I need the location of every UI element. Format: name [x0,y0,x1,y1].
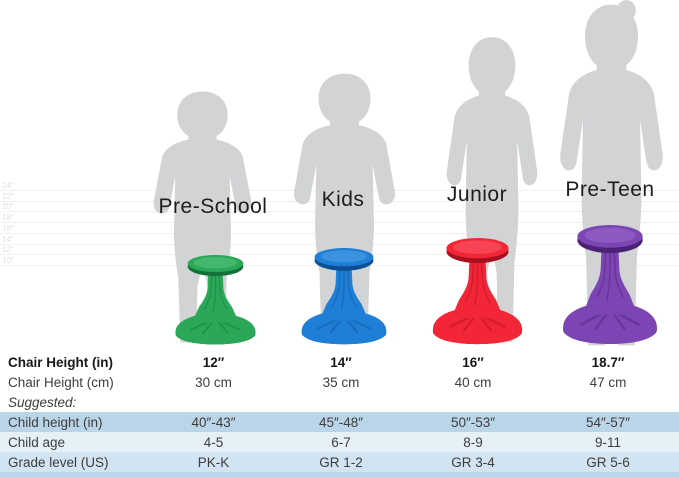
size-table: Chair Height (in) 12″ 14″ 16″ 18.7″ Chair Hei… [0,352,679,472]
cell-value: PK-K [197,454,230,470]
cell-value: 30 cm [195,374,232,390]
table-row: Suggested: [0,392,679,412]
row-label: Suggested: [8,394,77,410]
wobble-stool-junior-16in [432,238,523,345]
row-label: Child height (in) [8,414,103,430]
ruler-tick-label: 14″ [2,234,14,244]
ruler-tick-label: 16″ [2,223,14,233]
cell-value: 54″-57″ [585,414,631,430]
size-label-preschool: Pre-School [158,195,268,218]
child-silhouette-junior [446,37,538,342]
size-label-kids: Kids [321,188,365,211]
cell-value: 45″-48″ [318,414,364,430]
wobble-stool-kids-14in [301,248,387,345]
cell-value: 14″ [330,354,352,370]
row-label: Child age [8,434,66,450]
row-label: Chair Height (cm) [8,374,114,390]
cell-value: 47 cm [589,374,627,390]
table-row: Child height (in) 40″-43″ 45″-48″ 50″-53″ 54… [0,412,679,432]
table-row: Chair Height (in) 12″ 14″ 16″ 18.7″ [0,352,679,372]
ruler-tick-label: 10″ [2,255,14,265]
wobble-stool-preschool-12in [175,255,256,345]
cell-value: 9-11 [594,434,622,450]
ruler-tick-label: 24″ [2,181,14,190]
size-label-preteen: Pre-Teen [565,178,655,201]
cell-value: 35 cm [322,374,360,390]
cell-value: 40″-43″ [191,414,236,430]
cell-value: 16″ [462,354,484,370]
cell-value: GR 5-6 [586,454,630,470]
ruler-tick-label: 12″ [2,245,14,255]
cell-value: 18.7″ [591,354,625,370]
child-silhouette-preteen [560,0,663,346]
row-label: Grade level (US) [8,454,109,470]
table-row: Child age 4-5 6-7 8-9 9-11 [0,432,679,452]
child-silhouette-preschool [153,91,252,343]
ruler-tick-label: 18″ [2,213,14,223]
table-row: Grade level (US) PK-K GR 1-2 GR 3-4 GR 5-6 [0,452,679,472]
cell-value: 6-7 [331,434,351,450]
cell-value: 40 cm [454,374,492,390]
size-label-junior: Junior [446,183,508,206]
table-footer-strip [0,472,679,477]
cell-value: GR 1-2 [319,454,363,470]
ruler-tick-label: 22″ [2,191,14,201]
cell-value: 12″ [202,354,225,370]
cell-value: 4-5 [203,434,224,450]
row-label: Chair Height (in) [8,354,113,370]
cell-value: 8-9 [463,434,483,450]
cell-value: 50″-53″ [450,414,496,430]
table-row: Chair Height (cm) 30 cm 35 cm 40 cm 47 cm [0,372,679,392]
child-silhouette-kids [293,73,396,343]
cell-value: GR 3-4 [451,454,495,470]
ruler-tick-label: 20″ [2,202,14,212]
wobble-stool-preteen-18in [563,225,657,344]
